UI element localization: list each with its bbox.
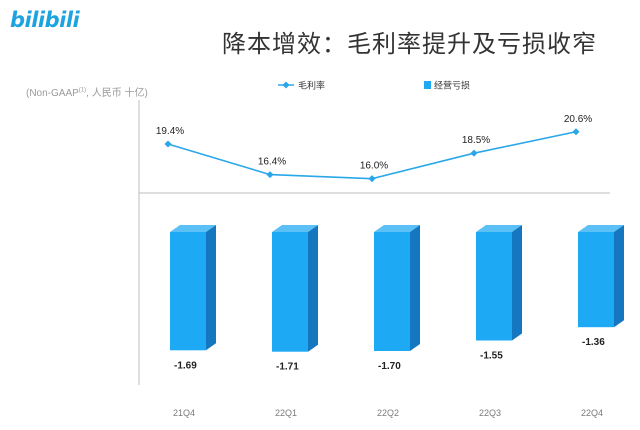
x-tick-label-22Q3: 22Q3 — [479, 408, 501, 418]
line-value-label: 16.4% — [258, 157, 286, 168]
bar-22Q1: -1.71 — [272, 225, 318, 373]
legend-item-line: 毛利率 — [278, 80, 325, 91]
bar-side-face — [614, 225, 624, 328]
bar-21Q4: -1.69 — [170, 225, 216, 371]
bar-front-face — [374, 232, 410, 351]
bar-top-face — [578, 225, 624, 232]
x-tick-label-21Q4: 21Q4 — [173, 408, 195, 418]
bar-top-face — [272, 225, 318, 232]
bar-side-face — [206, 225, 216, 351]
unit-label-sup: (1) — [78, 87, 87, 94]
bar-top-face — [476, 225, 522, 232]
x-tick-label-22Q2: 22Q2 — [377, 408, 399, 418]
legend-line-diamond — [282, 81, 290, 89]
bar-series: -1.69 -1.71 -1.70 -1.55 -1.36 — [170, 225, 624, 373]
bar-top-face — [170, 225, 216, 232]
line-series: 19.4% 16.4% 16.0% 18.5% 20.6% — [156, 114, 592, 183]
x-tick-label-22Q1: 22Q1 — [275, 408, 297, 418]
unit-label-main: (Non-GAAP — [26, 88, 79, 99]
bar-value-label: -1.69 — [174, 360, 197, 371]
bar-side-face — [308, 225, 318, 352]
bar-value-label: -1.70 — [378, 361, 401, 372]
bar-side-face — [410, 225, 420, 351]
bar-top-face — [374, 225, 420, 232]
bar-22Q4: -1.36 — [578, 225, 624, 348]
unit-label: (Non-GAAP(1), 人民币 十亿) — [26, 84, 148, 99]
x-tick-labels: 21Q4 22Q1 22Q2 22Q3 22Q4 — [173, 408, 603, 418]
legend-label-operating-loss: 经营亏损 — [434, 80, 470, 91]
bar-22Q3: -1.55 — [476, 225, 522, 362]
legend-item-bar: 经营亏损 — [424, 80, 470, 91]
unit-label-rest: , 人民币 十亿) — [86, 88, 148, 99]
bar-front-face — [272, 232, 308, 352]
line-point-22Q1 — [266, 171, 274, 179]
line-value-label: 18.5% — [462, 135, 490, 146]
bar-side-face — [512, 225, 522, 341]
line-value-label: 20.6% — [564, 114, 592, 125]
line-point-21Q4 — [164, 140, 172, 148]
line-point-22Q3 — [470, 149, 478, 157]
bar-value-label: -1.36 — [582, 337, 605, 348]
line-point-22Q4 — [572, 128, 580, 136]
line-point-22Q2 — [368, 175, 376, 183]
x-tick-label-22Q4: 22Q4 — [581, 408, 603, 418]
bar-front-face — [170, 232, 206, 351]
bar-22Q2: -1.70 — [374, 225, 420, 372]
legend-label-gross-margin: 毛利率 — [298, 80, 325, 91]
bilibili-logo: bilibili — [10, 8, 80, 32]
line-value-label: 19.4% — [156, 126, 184, 137]
bar-front-face — [476, 232, 512, 341]
bar-value-label: -1.55 — [480, 351, 503, 362]
legend: 毛利率 经营亏损 — [278, 80, 470, 91]
bar-front-face — [578, 232, 614, 328]
line-value-label: 16.0% — [360, 161, 388, 172]
page-title: 降本增效：毛利率提升及亏损收窄 — [222, 30, 597, 58]
legend-bar-swatch — [424, 81, 431, 89]
bar-value-label: -1.71 — [276, 362, 299, 373]
